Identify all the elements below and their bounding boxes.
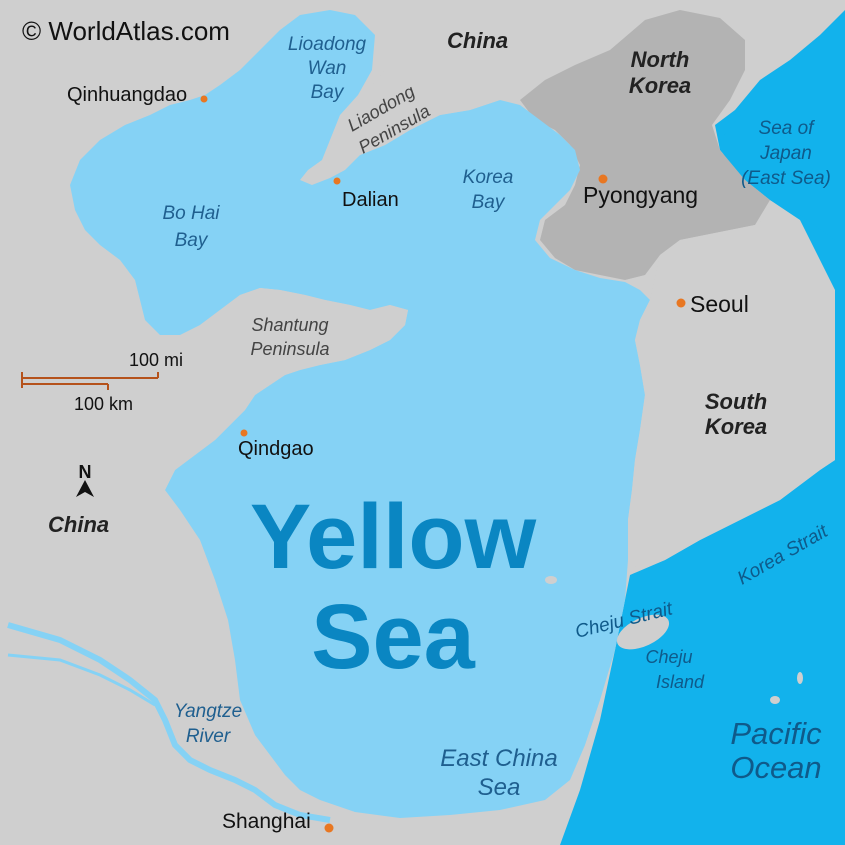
qinhuangdao-marker (200, 95, 208, 103)
cheju-island-label-line2: Island (656, 672, 705, 692)
yellow-sea-label-line1: Yellow (250, 486, 537, 588)
north-arrow-icon: N (76, 462, 94, 497)
liaodong-wan-bay-label-line3: Bay (311, 82, 345, 103)
north-korea-land (520, 10, 770, 280)
small-island-shape (545, 576, 557, 584)
pacific-ocean-label-line1: Pacific (730, 716, 822, 751)
scale-km-label: 100 km (74, 394, 133, 414)
north-arrow-head (76, 480, 94, 497)
yellow-sea-area (70, 10, 650, 818)
bo-hai-bay-label-line2: Bay (175, 230, 209, 251)
scale-bar: 100 mi 100 km (21, 350, 183, 414)
china-label-north: China (447, 28, 508, 53)
china-label-west: China (48, 512, 109, 537)
north-korea-label-line2: Korea (629, 73, 691, 98)
north-arrow-label: N (79, 462, 92, 482)
seoul-label: Seoul (690, 291, 749, 317)
dalian-label: Dalian (342, 189, 399, 211)
qindgao-marker (240, 429, 248, 437)
pyongyang-label: Pyongyang (583, 182, 698, 208)
korea-bay-label-line1: Korea (463, 167, 514, 188)
korea-bay-label-line2: Bay (472, 192, 506, 213)
north-korea-label-line1: North (631, 47, 690, 72)
scale-miles-label: 100 mi (129, 350, 183, 370)
pacific-ocean-label-line2: Ocean (730, 750, 821, 785)
east-china-sea-label-line1: East China (440, 745, 557, 772)
qindgao-label: Qindgao (238, 438, 314, 460)
sea-of-japan-label-line3: (East Sea) (741, 168, 831, 189)
cheju-island-shape (616, 614, 670, 650)
yangtze-river-line (7, 622, 331, 823)
liaodong-wan-bay-label-line1: Lioadong (288, 34, 367, 55)
shanghai-label: Shanghai (222, 810, 311, 833)
shantung-peninsula-label-line1: Shantung (251, 315, 328, 335)
yangtze-river-label-line2: River (186, 726, 231, 747)
shantung-peninsula-land (140, 288, 408, 490)
yellow-sea-label-line2: Sea (311, 586, 476, 688)
dalian-marker (333, 177, 341, 185)
shanghai-marker (324, 823, 334, 833)
east-china-sea-label-line2: Sea (478, 774, 521, 801)
shantung-peninsula-label-line2: Peninsula (250, 339, 329, 359)
sea-of-japan-label-line2: Japan (759, 143, 812, 164)
seoul-marker (676, 298, 686, 308)
bo-hai-bay-label-line1: Bo Hai (162, 203, 220, 224)
south-korea-label-line1: South (705, 389, 767, 414)
liaodong-wan-bay-label-line2: Wan (308, 58, 347, 79)
small-island-shape (797, 672, 803, 684)
sea-of-japan-area (720, 40, 835, 240)
sea-of-japan-label-line1: Sea of (759, 118, 816, 139)
south-korea-label-line2: Korea (705, 414, 767, 439)
yangtze-river-label-line1: Yangtze (174, 701, 242, 722)
pyongyang-marker (598, 174, 608, 184)
copyright-label: © WorldAtlas.com (22, 16, 230, 46)
small-island-shape (770, 696, 780, 704)
qinhuangdao-label: Qinhuangdao (67, 84, 187, 106)
yangtze-tributary-line (7, 653, 156, 707)
liaodong-peninsula-land (300, 50, 525, 185)
cheju-island-label-line1: Cheju (645, 647, 692, 667)
